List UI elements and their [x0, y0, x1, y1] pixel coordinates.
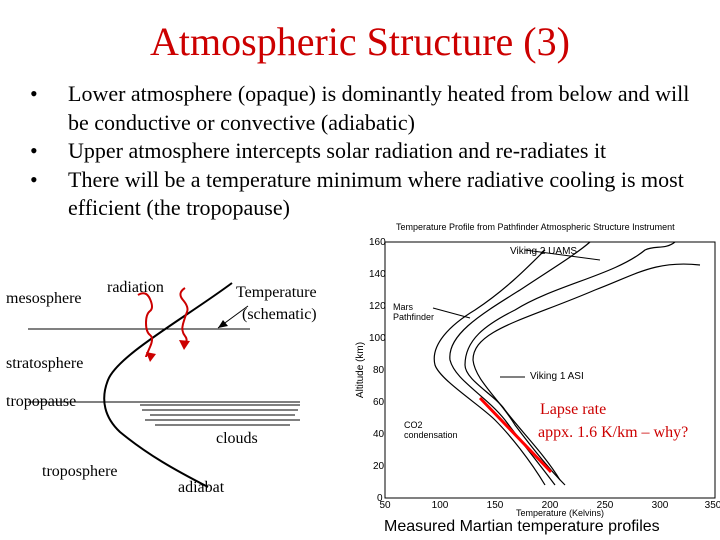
svg-text:300: 300	[652, 500, 669, 511]
arrow-head	[218, 320, 228, 328]
graph-title: Temperature Profile from Pathfinder Atmo…	[396, 222, 675, 232]
co2-annotation: CO2 condensation	[404, 420, 458, 440]
viking1-annotation: Viking 1 ASI	[530, 371, 584, 382]
lapse-rate-label: Lapse rate	[540, 401, 607, 418]
tropopause-label: tropopause	[6, 393, 77, 410]
pathfinder-annotation: Mars Pathfinder	[393, 302, 435, 322]
bullet-item: Lower atmosphere (opaque) is dominantly …	[30, 80, 710, 137]
temperature-label: Temperature	[236, 284, 317, 301]
viking2-annotation: Viking 2 UAMS	[510, 246, 578, 257]
temperature-profile-curve	[103, 282, 233, 488]
svg-text:200: 200	[542, 500, 559, 511]
viking2-profile	[464, 241, 676, 481]
radiation-squiggle-right	[179, 287, 189, 347]
svg-text:50: 50	[379, 500, 391, 511]
svg-text:100: 100	[369, 333, 386, 344]
mesosphere-label: mesosphere	[6, 290, 82, 307]
troposphere-label: troposphere	[42, 463, 118, 480]
plot-caption: Measured Martian temperature profiles	[384, 518, 660, 535]
svg-text:60: 60	[373, 397, 385, 408]
plot-frame	[384, 241, 716, 499]
viking2-upper-profile	[472, 263, 701, 486]
bullet-item: Upper atmosphere intercepts solar radiat…	[30, 137, 710, 166]
y-axis-label: Altitude (km)	[355, 342, 366, 398]
slide-title: Atmospheric Structure (3)	[150, 19, 570, 64]
svg-text:100: 100	[432, 500, 449, 511]
cloud-lines	[140, 404, 300, 426]
clouds-label: clouds	[216, 430, 258, 447]
pathfinder-arrow	[432, 307, 471, 319]
svg-text:160: 160	[369, 237, 386, 248]
radiation-label: radiation	[107, 279, 164, 296]
svg-text:150: 150	[487, 500, 504, 511]
svg-text:250: 250	[597, 500, 614, 511]
bullet-item: There will be a temperature minimum wher…	[30, 166, 710, 223]
radiation-arrowhead-left	[146, 352, 156, 362]
stratosphere-label: stratosphere	[6, 355, 84, 372]
lapse-rate-question: appx. 1.6 K/km – why?	[538, 424, 689, 441]
mars-temperature-plot: 160 140 120 100 80 60 40 20 0 Altitude (…	[355, 237, 720, 518]
x-axis-ticks: 50 100 150 200 250 300 350	[379, 500, 720, 511]
lapse-rate-line	[478, 396, 553, 474]
svg-text:80: 80	[373, 365, 385, 376]
svg-text:40: 40	[373, 429, 385, 440]
schematic-note-label: (schematic)	[242, 306, 317, 323]
adiabat-label: adiabat	[178, 479, 225, 496]
viking2-arrow	[524, 249, 601, 261]
radiation-arrowhead-right	[179, 340, 190, 350]
radiation-squiggle-left	[137, 292, 153, 358]
bullet-list: Lower atmosphere (opaque) is dominantly …	[30, 80, 710, 223]
x-axis-label: Temperature (Kelvins)	[516, 508, 604, 518]
svg-text:120: 120	[369, 301, 386, 312]
svg-text:140: 140	[369, 269, 386, 280]
pathfinder-profile	[433, 249, 546, 486]
y-axis-ticks: 160 140 120 100 80 60 40 20 0	[369, 237, 386, 504]
svg-text:0: 0	[377, 493, 383, 504]
svg-text:20: 20	[373, 461, 385, 472]
svg-text:350: 350	[705, 500, 720, 511]
